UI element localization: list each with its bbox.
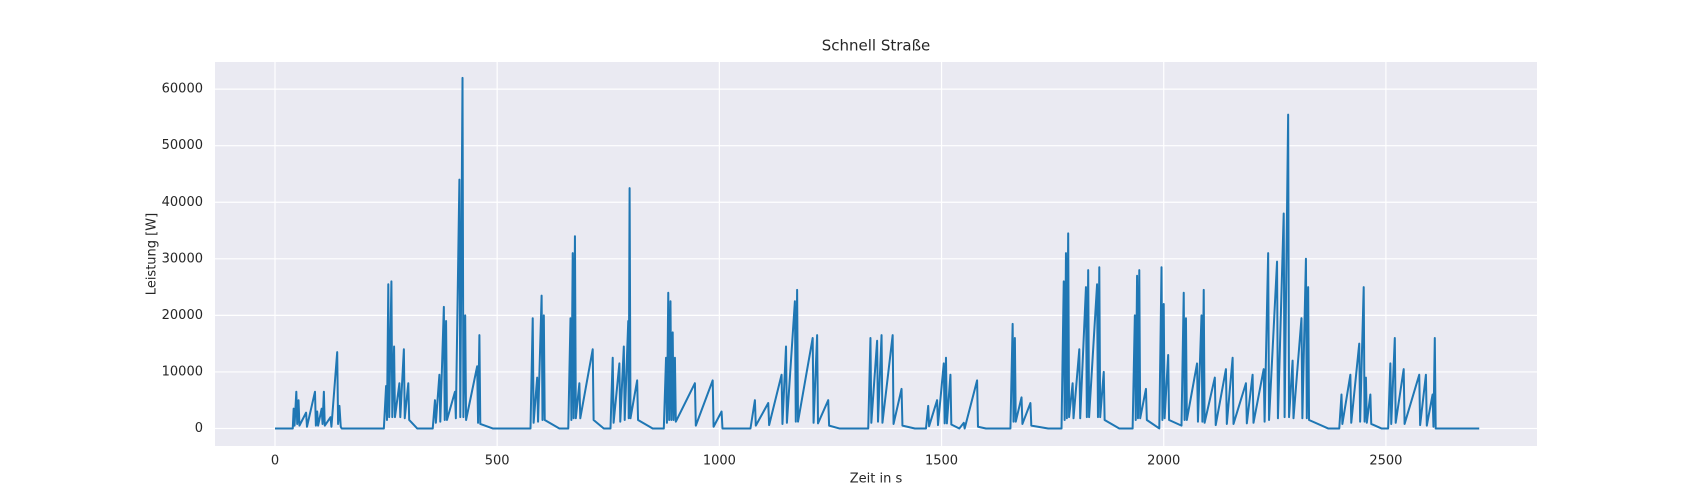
x-tick-label: 1500 xyxy=(925,454,958,469)
y-axis-label: Leistung [W] xyxy=(145,213,160,295)
plot-background xyxy=(215,62,1537,446)
y-tick-label: 10000 xyxy=(162,364,203,379)
y-tick-label: 40000 xyxy=(162,195,203,210)
x-tick-label: 2000 xyxy=(1147,454,1180,469)
x-tick-label: 2500 xyxy=(1369,454,1402,469)
x-tick-label: 500 xyxy=(485,454,510,469)
y-tick-label: 50000 xyxy=(162,138,203,153)
chart-title: Schnell Straße xyxy=(822,37,931,55)
y-tick-label: 30000 xyxy=(162,251,203,266)
y-tick-label: 60000 xyxy=(162,82,203,97)
y-tick-label: 0 xyxy=(195,421,203,436)
x-tick-label: 1000 xyxy=(703,454,736,469)
marks xyxy=(274,76,1480,430)
x-tick-label: 0 xyxy=(271,454,279,469)
x-axis-label: Zeit in s xyxy=(850,472,903,487)
data-line xyxy=(274,76,1480,430)
grid xyxy=(215,62,1537,446)
y-tick-label: 20000 xyxy=(162,308,203,323)
